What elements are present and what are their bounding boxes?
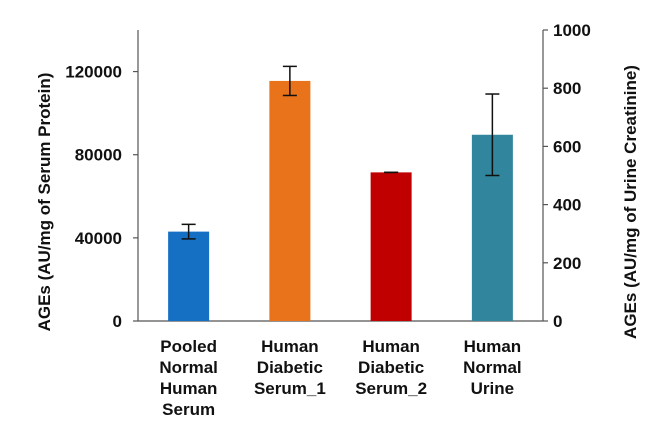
category-label-line: Diabetic — [358, 358, 424, 377]
y-left-tick-label: 120000 — [65, 63, 122, 82]
category-label-line: Serum — [162, 400, 215, 419]
category-label-4: Human Normal Urine — [463, 337, 522, 398]
y-axis-left-title: AGEs (AU/mg of Serum Protein) — [35, 73, 54, 332]
bar-3 — [370, 172, 412, 321]
y-right-tick-label: 600 — [553, 137, 581, 156]
category-label-line: Pooled — [160, 337, 217, 356]
category-label-line: Human — [261, 337, 319, 356]
bar-2 — [269, 80, 311, 321]
y-left-tick-label: 0 — [113, 312, 122, 331]
y-right-tick-label: 1000 — [553, 21, 591, 40]
y-right-tick-label: 800 — [553, 79, 581, 98]
category-label-line: Human — [160, 379, 218, 398]
category-label-line: Diabetic — [257, 358, 323, 377]
category-label-line: Human — [362, 337, 420, 356]
y-left-tick-label: 40000 — [75, 229, 122, 248]
y-left-tick-label: 80000 — [75, 146, 122, 165]
category-label-line: Serum_2 — [355, 379, 427, 398]
bar-1 — [168, 231, 210, 321]
category-label-line: Normal — [159, 358, 218, 377]
y-right-tick-label: 400 — [553, 196, 581, 215]
category-label-3: Human Diabetic Serum_2 — [355, 337, 427, 398]
y-right-tick-label: 200 — [553, 254, 581, 273]
category-label-2: Human Diabetic Serum_1 — [254, 337, 326, 398]
y-right-tick-label: 0 — [553, 312, 562, 331]
category-label-line: Human — [464, 337, 522, 356]
y-axis-right-title: AGEs (AU/mg of Urine Creatinine) — [621, 65, 640, 339]
category-label-line: Serum_1 — [254, 379, 326, 398]
category-label-line: Urine — [471, 379, 514, 398]
category-label-line: Normal — [463, 358, 522, 377]
category-label-1: Pooled Normal Human Serum — [159, 337, 218, 419]
